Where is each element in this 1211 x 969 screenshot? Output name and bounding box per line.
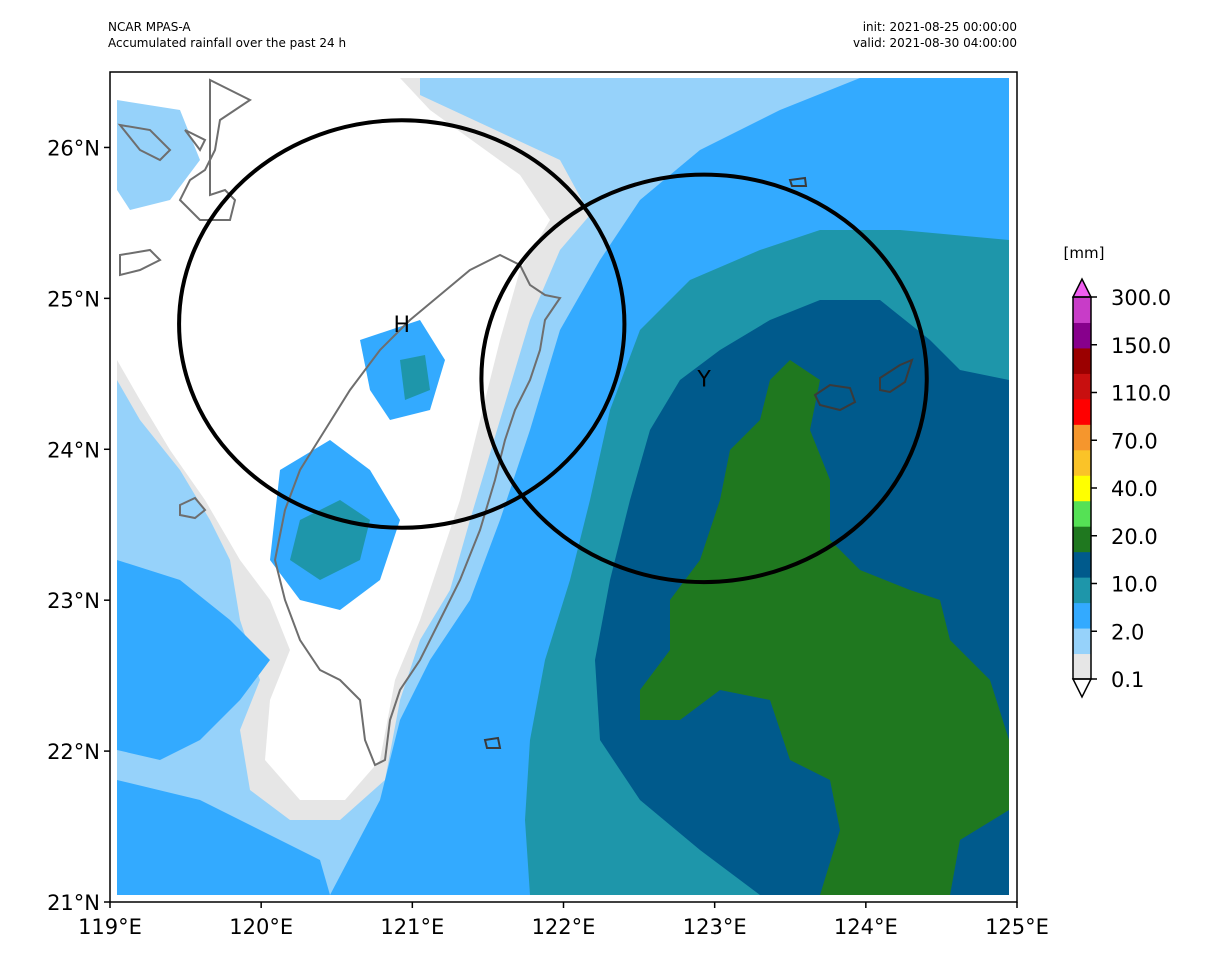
colorbar: [mm] 0.1 2.0 10.0 20.0 40.0 70.0 110.0 150.0 300… xyxy=(1064,244,1171,699)
y-tick-label: 24°N xyxy=(47,438,100,462)
x-tick-label: 120°E xyxy=(229,915,293,939)
y-tick-label: 22°N xyxy=(47,740,100,764)
colorbar-tick-label: 10.0 xyxy=(1111,573,1158,597)
colorbar-band xyxy=(1073,628,1091,655)
coastline-mainland xyxy=(117,78,252,277)
x-tick-label: 119°E xyxy=(78,915,142,939)
colorbar-band xyxy=(1073,551,1091,578)
colorbar-band xyxy=(1073,373,1091,400)
colorbar-tick-label: 70.0 xyxy=(1111,429,1158,453)
x-tick-label: 121°E xyxy=(380,915,444,939)
x-tick-label: 123°E xyxy=(683,915,747,939)
colorbar-band xyxy=(1073,398,1091,425)
coastline-taiwan xyxy=(273,253,562,767)
coastline-penghu xyxy=(179,496,207,520)
coastline-senkaku xyxy=(788,176,808,187)
colorbar-band xyxy=(1073,347,1091,374)
marker-label-y: Y xyxy=(696,367,711,392)
colorbar-band xyxy=(1073,297,1091,323)
y-tick-label: 26°N xyxy=(47,136,100,160)
marker-label-h: H xyxy=(393,313,410,338)
colorbar-tick-label: 20.0 xyxy=(1111,525,1158,549)
colorbar-band xyxy=(1073,322,1091,349)
colorbar-tick-label: 40.0 xyxy=(1111,477,1158,501)
colorbar-tick-label: 110.0 xyxy=(1111,382,1171,406)
valid-time: valid: 2021-08-30 04:00:00 xyxy=(852,36,1017,50)
rain-field-extreme xyxy=(640,360,1009,895)
colorbar-extend-high xyxy=(1071,277,1093,298)
y-tick-label: 25°N xyxy=(47,287,100,311)
init-time: init: 2021-08-25 00:00:00 xyxy=(862,20,1017,34)
colorbar-tick-label: 2.0 xyxy=(1111,620,1144,644)
field-description: Accumulated rainfall over the past 24 h xyxy=(108,36,347,50)
radius-circle-h xyxy=(177,118,627,530)
colorbar-unit: [mm] xyxy=(1064,244,1105,262)
rain-patch-teal-mountain xyxy=(400,355,430,400)
coastline-ryukyu xyxy=(813,358,914,412)
colorbar-band xyxy=(1073,449,1091,476)
colorbar-band xyxy=(1073,424,1091,451)
coastline-lanyu xyxy=(483,736,502,749)
colorbar-tick-label: 300.0 xyxy=(1111,286,1171,310)
colorbar-band xyxy=(1073,577,1091,604)
header-left: NCAR MPAS-A Accumulated rainfall over th… xyxy=(108,19,346,51)
header-right: init: 2021-08-25 00:00:00 valid: 2021-08… xyxy=(700,19,1017,51)
rain-patch-southwest xyxy=(117,780,330,895)
y-axis-ticks: 21°N 22°N 23°N 24°N 25°N 26°N xyxy=(47,136,110,915)
map-panel: 119°E 120°E 121°E 122°E 123°E 124°E 125°E 21°N… xyxy=(47,71,1049,939)
rain-patch-teal-central xyxy=(290,500,370,580)
x-axis-ticks: 119°E 120°E 121°E 122°E 123°E 124°E 125°E xyxy=(78,902,1049,939)
x-tick-label: 124°E xyxy=(834,915,898,939)
colorbar-extend-low xyxy=(1071,678,1093,699)
colorbar-tick-label: 0.1 xyxy=(1111,668,1144,692)
rain-patch-west xyxy=(117,560,270,760)
colorbar-band xyxy=(1073,475,1091,502)
colorbar-bands xyxy=(1071,277,1093,699)
model-name: NCAR MPAS-A xyxy=(108,20,191,34)
storm-markers: HY xyxy=(177,118,929,585)
colorbar-band xyxy=(1073,602,1091,629)
colorbar-band xyxy=(1073,653,1091,680)
colorbar-band xyxy=(1073,526,1091,553)
colorbar-band xyxy=(1073,500,1091,527)
x-tick-label: 125°E xyxy=(985,915,1049,939)
x-tick-label: 122°E xyxy=(532,915,596,939)
colorbar-tick-label: 150.0 xyxy=(1111,334,1171,358)
colorbar-ticks: 0.1 2.0 10.0 20.0 40.0 70.0 110.0 150.0 300.0 xyxy=(1091,286,1171,692)
rain-field-dry xyxy=(117,78,550,800)
y-tick-label: 23°N xyxy=(47,589,100,613)
radius-circle-y xyxy=(479,172,929,585)
y-tick-label: 21°N xyxy=(47,891,100,915)
